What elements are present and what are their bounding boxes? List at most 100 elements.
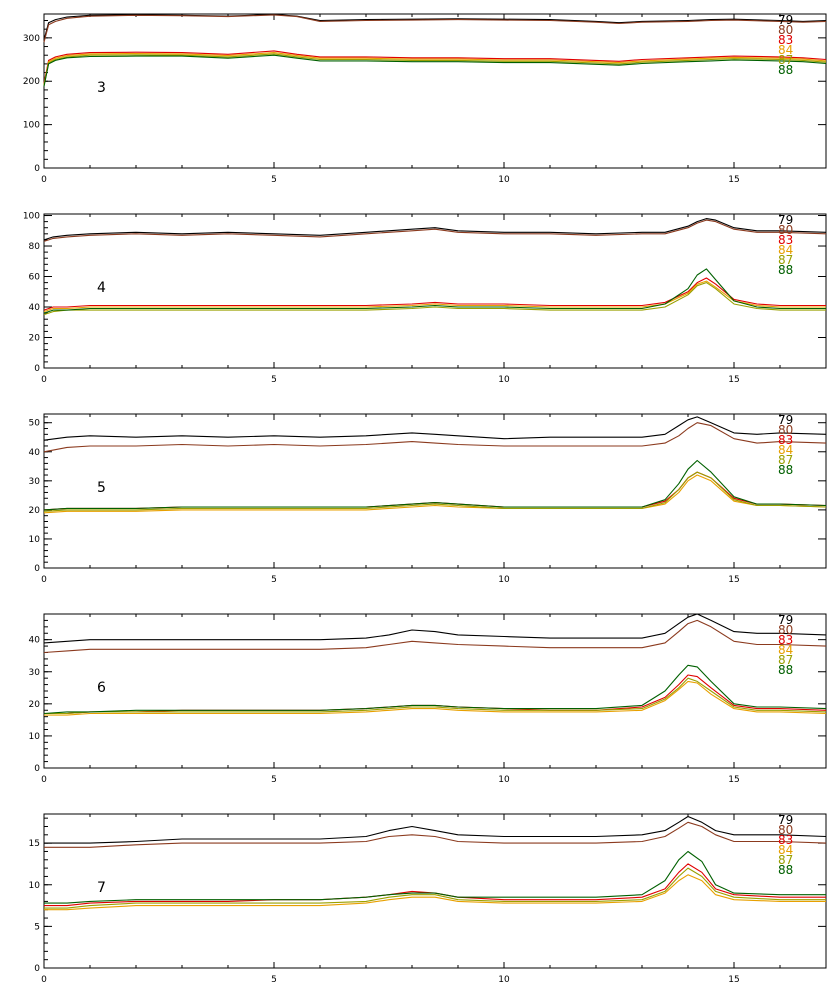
x-tick-label: 5 xyxy=(271,175,277,185)
x-tick-label: 5 xyxy=(271,575,277,585)
plot-frame xyxy=(43,413,827,569)
series-line-88 xyxy=(43,664,827,715)
x-tick-label: 10 xyxy=(498,375,510,385)
series-line-87 xyxy=(43,282,826,316)
legend-entry-79: 79 xyxy=(778,813,793,827)
legend-entry-87: 87 xyxy=(778,53,793,67)
x-tick-label: 5 xyxy=(271,975,277,985)
legend-entry-84: 84 xyxy=(778,443,793,457)
series-line-79 xyxy=(43,218,827,241)
y-tick-label: 0 xyxy=(34,764,40,774)
series-line-88 xyxy=(43,459,827,511)
legend-entry-88: 88 xyxy=(778,63,793,77)
y-tick-label: 0 xyxy=(34,364,40,374)
y-tick-label: 30 xyxy=(29,477,41,487)
x-tick-label: 0 xyxy=(41,575,47,585)
legend-entry-83: 83 xyxy=(778,833,793,847)
y-tick-label: 20 xyxy=(29,700,41,710)
series-line-80 xyxy=(43,422,827,453)
series-line-84 xyxy=(44,680,827,716)
series-line-80 xyxy=(43,14,827,43)
y-tick-label: 20 xyxy=(29,506,41,516)
y-tick-label: 5 xyxy=(34,922,40,932)
series-line-80 xyxy=(43,619,827,654)
legend-entry-87: 87 xyxy=(778,253,793,267)
series-line-80 xyxy=(44,821,827,848)
y-tick-label: 0 xyxy=(34,964,40,974)
legend-entry-84: 84 xyxy=(778,643,793,657)
series-line-79 xyxy=(43,13,827,41)
legend-entry-88: 88 xyxy=(778,463,793,477)
series-line-87 xyxy=(44,867,826,909)
x-tick-label: 15 xyxy=(728,175,739,185)
legend-entry-84: 84 xyxy=(778,843,793,857)
panel-label: 5 xyxy=(97,480,106,496)
y-tick-label: 40 xyxy=(29,636,41,646)
series-line-88 xyxy=(44,850,826,904)
x-tick-label: 10 xyxy=(498,575,510,585)
legend-entry-80: 80 xyxy=(778,423,793,437)
x-tick-label: 10 xyxy=(498,175,510,185)
legend-entry-88: 88 xyxy=(778,863,793,877)
legend-entry-83: 83 xyxy=(778,433,793,447)
legend-entry-83: 83 xyxy=(778,233,793,247)
legend-entry-79: 79 xyxy=(778,213,793,227)
panel-label: 6 xyxy=(97,680,106,696)
series-line-87 xyxy=(43,53,827,86)
series-line-88 xyxy=(43,268,826,314)
y-tick-label: 40 xyxy=(29,448,41,458)
series-line-79 xyxy=(43,416,827,441)
legend-entry-87: 87 xyxy=(778,453,793,467)
series-line-80 xyxy=(43,219,827,242)
x-tick-label: 5 xyxy=(271,375,277,385)
legend-entry-88: 88 xyxy=(778,263,793,277)
series-line-84 xyxy=(43,280,826,313)
series-line-87 xyxy=(43,471,827,512)
y-tick-label: 60 xyxy=(29,273,41,283)
x-tick-label: 15 xyxy=(728,775,739,785)
legend-entry-80: 80 xyxy=(778,623,793,637)
legend-entry-84: 84 xyxy=(778,243,793,257)
y-tick-label: 10 xyxy=(29,535,41,545)
series-line-84 xyxy=(44,874,826,911)
x-tick-label: 15 xyxy=(728,975,739,985)
y-tick-label: 0 xyxy=(34,164,40,174)
x-tick-label: 0 xyxy=(41,975,47,985)
legend-entry-80: 80 xyxy=(778,823,793,837)
legend-entry-84: 84 xyxy=(778,43,793,57)
panel-label: 4 xyxy=(97,280,106,296)
x-tick-label: 0 xyxy=(41,775,47,785)
y-tick-label: 10 xyxy=(29,881,41,891)
legend-entry-79: 79 xyxy=(778,13,793,27)
y-tick-label: 15 xyxy=(29,839,40,849)
legend-entry-80: 80 xyxy=(778,23,793,37)
legend-entry-83: 83 xyxy=(778,633,793,647)
y-tick-label: 20 xyxy=(29,334,41,344)
x-tick-label: 5 xyxy=(271,775,277,785)
y-tick-label: 200 xyxy=(23,77,40,87)
y-tick-label: 80 xyxy=(29,242,41,252)
series-line-83 xyxy=(43,50,827,84)
plot-frame xyxy=(43,813,827,969)
series-line-87 xyxy=(44,677,827,715)
y-tick-label: 100 xyxy=(23,121,40,131)
x-tick-label: 0 xyxy=(41,375,47,385)
x-tick-label: 0 xyxy=(41,175,47,185)
y-tick-label: 100 xyxy=(23,212,40,222)
legend-entry-87: 87 xyxy=(778,653,793,667)
series-line-83 xyxy=(44,674,827,715)
series-line-84 xyxy=(43,52,827,85)
x-tick-label: 10 xyxy=(498,775,510,785)
plot-frame xyxy=(43,13,827,169)
y-tick-label: 300 xyxy=(23,34,40,44)
legend-entry-83: 83 xyxy=(778,33,793,47)
legend-entry-79: 79 xyxy=(778,613,793,627)
panel-label: 7 xyxy=(97,880,106,896)
legend-entry-80: 80 xyxy=(778,223,793,237)
legend-entry-88: 88 xyxy=(778,663,793,677)
y-tick-label: 30 xyxy=(29,668,41,678)
x-tick-label: 15 xyxy=(728,375,739,385)
